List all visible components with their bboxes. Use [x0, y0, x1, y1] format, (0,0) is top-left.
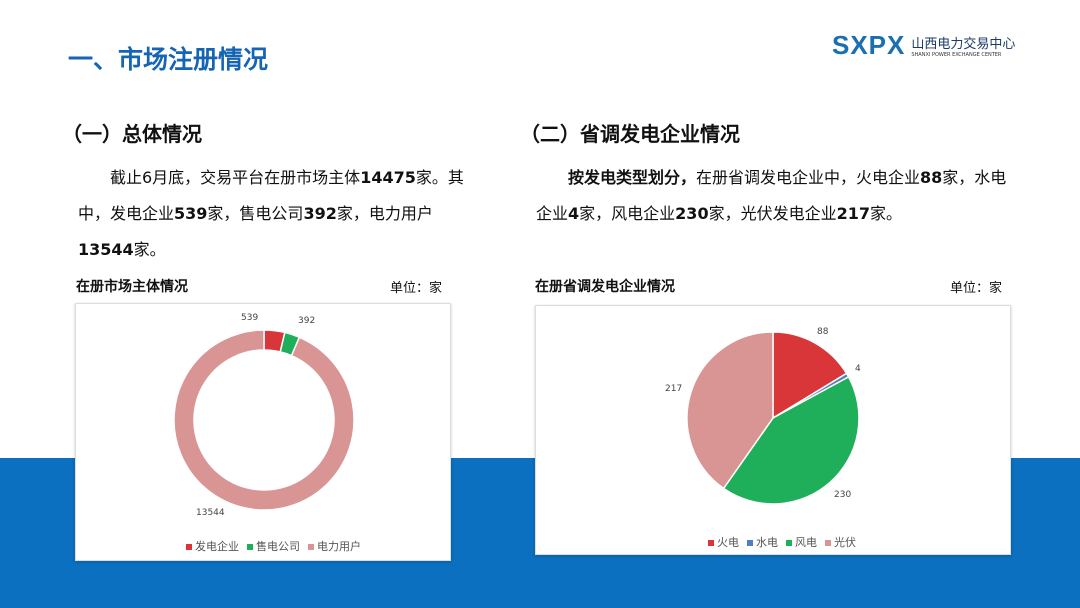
- slice-风电: [722, 375, 860, 505]
- data-label: 4: [855, 364, 861, 374]
- data-label: 13544: [196, 508, 225, 518]
- chart2-legend: 火电 水电 风电 光伏: [708, 534, 856, 550]
- chart2-panel: 88 4 230 217 火电 水电 风电 光伏: [535, 305, 1011, 555]
- data-label: 392: [298, 316, 315, 326]
- chart1-panel: 539 392 13544 发电企业 售电公司 电力用户: [75, 303, 451, 561]
- logo-cn: 山西电力交易中心: [911, 37, 1016, 52]
- legend-swatch: [708, 540, 714, 546]
- legend-label: 电力用户: [317, 540, 361, 553]
- legend-swatch: [786, 540, 792, 546]
- legend-label: 发电企业: [195, 540, 239, 553]
- legend-item: 光伏: [825, 534, 856, 550]
- legend-swatch: [247, 544, 253, 550]
- chart2-title: 在册省调发电企业情况: [535, 279, 675, 295]
- logo: SXPX 山西电力交易中心 SHANXI POWER EXCHANGE CENT…: [832, 30, 1015, 61]
- legend-item: 风电: [786, 534, 817, 550]
- legend-swatch: [308, 544, 314, 550]
- right-paragraph: 按发电类型划分，在册省调发电企业中，火电企业88家，水电企业4家，风电企业230…: [536, 168, 1007, 223]
- legend-swatch: [747, 540, 753, 546]
- pie-chart: 88 4 230 217: [665, 327, 861, 505]
- legend-label: 火电: [717, 536, 739, 549]
- chart2-unit: 单位：家: [950, 281, 1003, 296]
- slice-电力用户: [173, 329, 355, 511]
- logo-en: SHANXI POWER EXCHANGE CENTER: [911, 52, 1002, 58]
- page-title: 一、市场注册情况: [68, 45, 269, 74]
- legend-label: 售电公司: [256, 540, 300, 553]
- chart1-title: 在册市场主体情况: [76, 279, 188, 295]
- data-label: 230: [834, 490, 851, 500]
- chart1-legend: 发电企业 售电公司 电力用户: [186, 538, 361, 554]
- left-subtitle: （一）总体情况: [62, 122, 202, 146]
- donut-chart: 539 392 13544: [173, 313, 355, 518]
- legend-item: 水电: [747, 534, 778, 550]
- data-label: 539: [241, 313, 258, 323]
- legend-item: 电力用户: [308, 538, 361, 554]
- chart1-unit: 单位：家: [390, 281, 443, 296]
- legend-label: 光伏: [834, 536, 856, 549]
- left-paragraph: 截止6月底，交易平台在册市场主体14475家。其中，发电企业539家，售电公司3…: [78, 168, 464, 259]
- slice-火电: [772, 331, 848, 420]
- legend-label: 风电: [795, 536, 817, 549]
- right-subtitle: （二）省调发电企业情况: [520, 122, 740, 146]
- legend-item: 售电公司: [247, 538, 300, 554]
- legend-item: 发电企业: [186, 538, 239, 554]
- data-label: 217: [665, 384, 682, 394]
- logo-mark: SXPX: [832, 30, 906, 60]
- slice-光伏: [686, 331, 774, 490]
- legend-swatch: [186, 544, 192, 550]
- legend-swatch: [825, 540, 831, 546]
- data-label: 88: [817, 327, 829, 337]
- legend-label: 水电: [756, 536, 778, 549]
- legend-item: 火电: [708, 534, 739, 550]
